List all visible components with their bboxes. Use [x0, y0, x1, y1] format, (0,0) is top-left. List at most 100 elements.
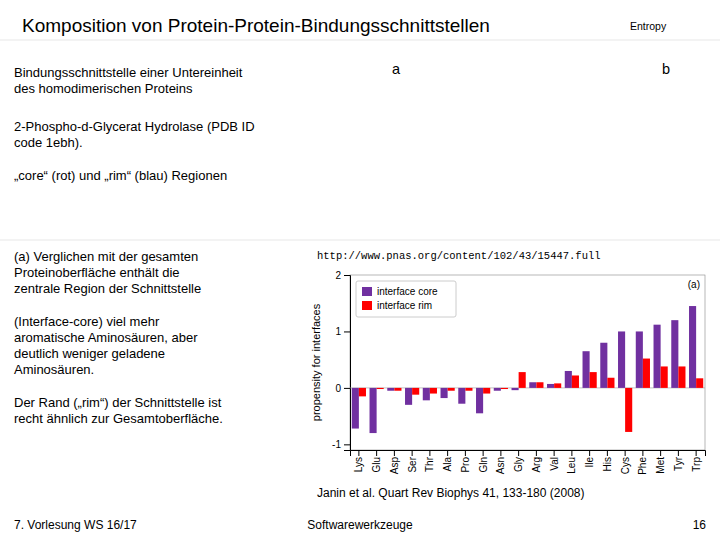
y-tick-label: -1 [332, 439, 341, 450]
bar-series [359, 359, 703, 432]
bar [501, 388, 508, 389]
x-tick: Ser [407, 450, 418, 473]
x-tick-label: Gln [478, 457, 489, 473]
x-tick-mark [483, 450, 484, 456]
x-tick-label: Leu [566, 457, 577, 474]
bar [661, 366, 668, 387]
bar [618, 331, 625, 387]
footer-right: 16 [693, 518, 707, 532]
bar [412, 388, 419, 395]
legend-swatch [362, 287, 372, 296]
legend-swatch [362, 301, 372, 310]
bar [643, 359, 650, 388]
x-tick: Ala [442, 450, 453, 471]
y-tick: -1 [332, 439, 350, 450]
x-tick-mark [696, 450, 697, 456]
text-block: „core“ (rot) und „rim“ (blau) Regionen [14, 168, 227, 183]
y-axis: -1 0 1 2 [332, 270, 350, 451]
text-block: Der Rand („rim“) der Schnittstelle istre… [14, 395, 223, 426]
bar [359, 388, 366, 396]
baseline [350, 387, 705, 388]
x-tick-mark [571, 450, 572, 456]
y-tick-label: 1 [335, 326, 341, 337]
bar [678, 366, 685, 387]
x-tick-mark [642, 450, 643, 456]
y-tick-mark [344, 331, 350, 332]
text-line: Softwarewerkzeuge [307, 518, 413, 532]
x-tick-mark [607, 450, 608, 456]
bar [448, 388, 455, 391]
y-tick-mark [344, 275, 350, 276]
bar [671, 320, 678, 388]
y-tick-label: 0 [335, 383, 341, 394]
x-tick-label: His [602, 457, 613, 471]
x-tick: Trp [691, 450, 702, 472]
x-tick-mark [358, 450, 359, 456]
text-line: code 1ebh). [14, 135, 83, 150]
text-line: des homodimerischen Proteins [14, 81, 193, 96]
bar [494, 388, 501, 391]
bar [696, 378, 703, 388]
bar [519, 372, 526, 388]
x-tick: Phe [637, 450, 648, 475]
text-block: Bindungsschnittstelle einer Untereinheit… [14, 65, 243, 96]
x-tick: Tyr [673, 450, 684, 471]
x-tick-label: Asp [389, 457, 400, 475]
text-line: Janin et al. Quart Rev Biophys 41, 133-1… [317, 486, 585, 500]
legend-label: interface core [377, 286, 438, 297]
legend: interface core interface rim [356, 281, 456, 317]
x-tick-label: Ser [407, 456, 418, 472]
footer-left: 7. Vorlesung WS 16/17 [14, 518, 137, 532]
bar [625, 388, 632, 432]
text-line: 2-Phospho-d-Glycerat Hydrolase (PDB ID [14, 119, 255, 134]
bar [536, 382, 543, 388]
text-line: Proteinoberfläche enthält die [14, 265, 180, 280]
x-tick-mark [465, 450, 466, 456]
y-axis-line [344, 276, 351, 451]
x-tick: Asn [495, 450, 506, 474]
bar [547, 384, 554, 388]
legend-item: interface core [362, 286, 438, 297]
x-tick-mark [394, 450, 395, 456]
x-tick-label: Val [549, 457, 560, 471]
x-tick-label: Ala [442, 457, 453, 472]
footer-center: Softwarewerkzeuge [307, 518, 413, 532]
text-line: Aminosäuren. [14, 362, 94, 377]
text-line: aromatische Aminosäuren, aber [14, 330, 198, 345]
panel-label: b [662, 61, 670, 77]
entropy-label: Entropy [630, 20, 667, 32]
text-line: recht ähnlich zur Gesamtoberfläche. [14, 411, 223, 426]
bar [636, 331, 643, 387]
bar-chart: -1012LysGluAspSerThrAlaProGlnAsnGlyArgVa… [332, 270, 705, 475]
text-block: 2-Phospho-d-Glycerat Hydrolase (PDB IDco… [14, 119, 255, 150]
y-tick-label: 2 [335, 270, 341, 281]
bars [350, 306, 705, 433]
bar [590, 372, 597, 388]
x-tick: Gln [478, 450, 489, 473]
x-tick: Arg [531, 450, 542, 473]
background [0, 0, 720, 540]
x-tick-mark [678, 450, 679, 456]
y-axis-title: propensity for interfaces [310, 303, 322, 421]
bar [654, 325, 661, 388]
y-tick: 1 [335, 326, 350, 337]
x-tick-mark [429, 450, 430, 456]
plot-frame [350, 275, 705, 450]
x-tick-label: Tyr [673, 456, 684, 471]
x-axis-line [351, 451, 706, 457]
x-tick-mark [518, 450, 519, 456]
x-tick: Thr [424, 450, 435, 472]
legend-item: interface rim [362, 300, 432, 311]
bar [512, 388, 519, 390]
x-tick: His [602, 450, 613, 471]
legend-label: interface rim [377, 300, 432, 311]
bar [565, 371, 572, 388]
bar [423, 388, 430, 400]
x-tick-label: Cys [620, 457, 631, 474]
bar [441, 388, 448, 398]
text-line: 16 [693, 518, 707, 532]
x-tick-label: Phe [637, 457, 648, 475]
bar-series [352, 306, 696, 433]
bar [465, 388, 472, 391]
y-tick-mark [344, 444, 350, 445]
